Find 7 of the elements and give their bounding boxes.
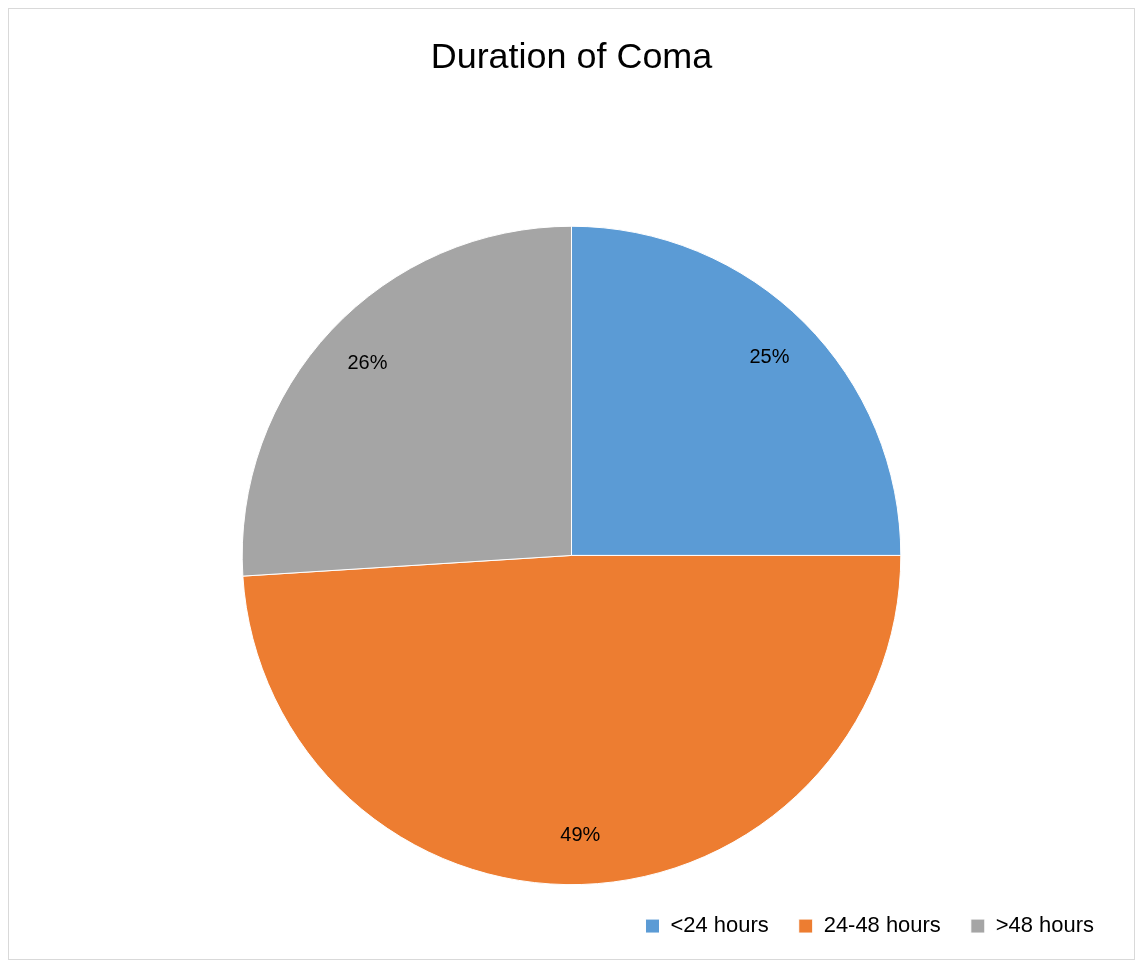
legend-label: <24 hours: [670, 912, 769, 938]
data-label: 26%: [347, 351, 388, 374]
legend-label: 24-48 hours: [823, 912, 941, 938]
data-label: 49%: [560, 822, 601, 845]
data-label: 25%: [749, 345, 790, 368]
legend-label: >48 hours: [995, 912, 1095, 938]
chart-title: Duration of Coma: [430, 35, 713, 77]
